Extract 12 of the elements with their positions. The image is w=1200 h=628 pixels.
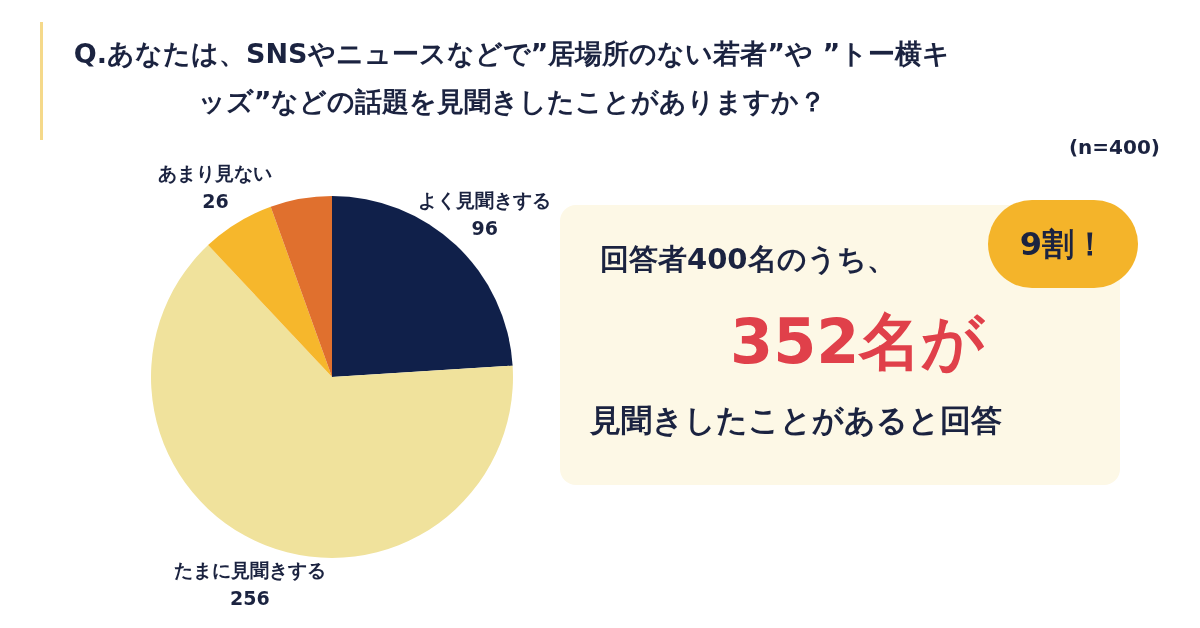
text: 9割！ xyxy=(988,200,1138,288)
text: 352名が xyxy=(730,304,985,380)
data-label: 96 xyxy=(471,217,498,240)
text: (n=400) xyxy=(1068,135,1160,159)
chart-title: Q.あなたは、SNSやニュースなどで”居場所のない若者”や ”トー横キッズ”などの話題を見聞きしたことがありますか？ xyxy=(72,37,952,119)
data-label: 26 xyxy=(202,189,229,212)
text: 見聞きしたことがあると回答 xyxy=(590,401,1002,440)
text: 回答者400名のうち、 xyxy=(600,241,896,278)
slice-label: あまり見ない xyxy=(158,161,273,184)
slice-label: よく見聞きする xyxy=(418,189,552,212)
slice-label: たまに見聞きする xyxy=(173,559,326,582)
data-label: 256 xyxy=(230,587,270,610)
